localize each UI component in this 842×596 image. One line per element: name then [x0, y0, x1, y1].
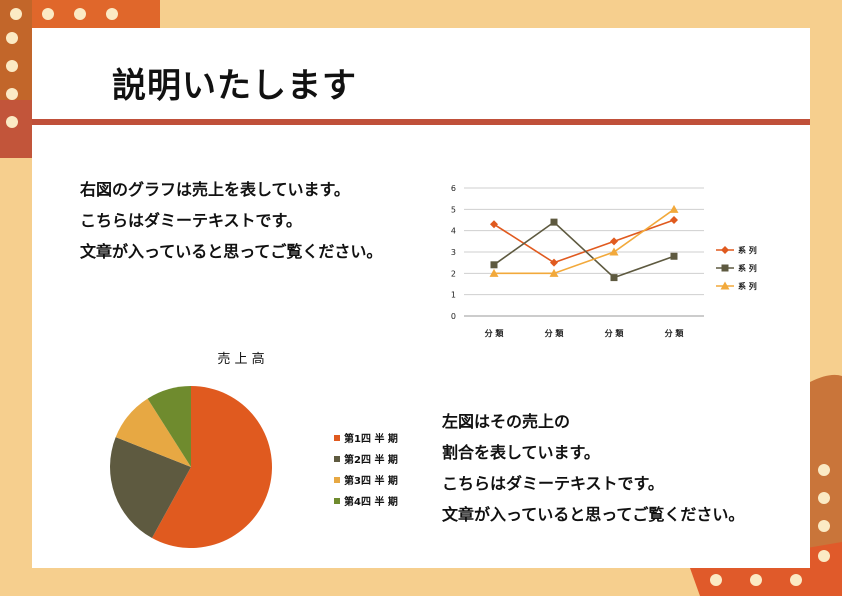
data-point [670, 216, 678, 224]
series-group [490, 216, 678, 267]
pie-slice [115, 398, 191, 467]
pie-slice [110, 437, 191, 538]
y-tick-label: 4 [451, 227, 456, 236]
x-tick-label: 分 類 [665, 328, 685, 338]
data-point [721, 246, 729, 254]
pie-chart-title: 売 上 高 [217, 351, 264, 367]
slide-title: 説明いたします [112, 66, 357, 106]
legend-label: 系 列 [738, 263, 757, 273]
paragraph-chart-description: 右図のグラフは売上を表しています。 こちらはダミーテキストです。 文章が入ってい… [80, 174, 382, 267]
text-line: 割合を表しています。 [442, 443, 600, 462]
legend-label: 第4四 半 期 [344, 495, 398, 508]
legend-label: 第1四 半 期 [344, 432, 398, 445]
legend-swatch [334, 456, 340, 462]
data-point [549, 268, 559, 277]
pie-slice [151, 386, 272, 548]
text-line: 文章が入っていると思ってご覧ください。 [442, 505, 745, 524]
y-tick-label: 0 [451, 312, 456, 321]
series-group [489, 204, 679, 277]
legend-swatch [334, 477, 340, 483]
x-tick-label: 分 類 [485, 328, 505, 338]
data-point [721, 264, 729, 272]
series-line [493, 221, 675, 279]
legend-label: 第2四 半 期 [344, 453, 398, 466]
title-underline [32, 119, 810, 125]
data-point [550, 218, 558, 226]
line-chart: 0123456分 類分 類分 類分 類系 列系 列系 列 [451, 184, 757, 338]
y-tick-label: 5 [451, 205, 456, 214]
legend-swatch [334, 498, 340, 504]
text-line: 文章が入っていると思ってご覧ください。 [80, 242, 383, 261]
pie-slice [147, 386, 191, 467]
series-group [490, 218, 678, 282]
text-line: 左図はその売上の [442, 412, 571, 431]
y-tick-label: 1 [451, 291, 456, 300]
legend-label: 第3四 半 期 [344, 474, 398, 487]
text-line: こちらはダミーテキストです。 [442, 474, 664, 493]
corner-decoration-top-left [0, 0, 160, 158]
data-point [489, 268, 499, 277]
data-point [490, 261, 498, 269]
y-tick-label: 3 [451, 248, 456, 257]
legend-label: 系 列 [738, 281, 757, 291]
text-line: こちらはダミーテキストです。 [80, 211, 302, 230]
data-point [669, 204, 679, 213]
legend-swatch [334, 435, 340, 441]
text-line: 右図のグラフは売上を表しています。 [80, 180, 350, 199]
y-tick-label: 2 [451, 269, 456, 278]
series-line [494, 208, 675, 275]
x-tick-label: 分 類 [605, 328, 625, 338]
data-point [720, 281, 730, 290]
data-point [609, 247, 619, 256]
data-point [670, 252, 678, 260]
data-point [550, 258, 558, 267]
data-point [610, 274, 618, 282]
paragraph-pie-description: 左図はその売上の 割合を表しています。 こちらはダミーテキストです。 文章が入っ… [442, 406, 744, 530]
data-point [610, 237, 618, 246]
x-tick-label: 分 類 [545, 328, 565, 338]
legend-label: 系 列 [738, 245, 757, 255]
y-tick-label: 6 [451, 184, 456, 193]
series-line [493, 219, 675, 264]
data-point [490, 220, 498, 229]
